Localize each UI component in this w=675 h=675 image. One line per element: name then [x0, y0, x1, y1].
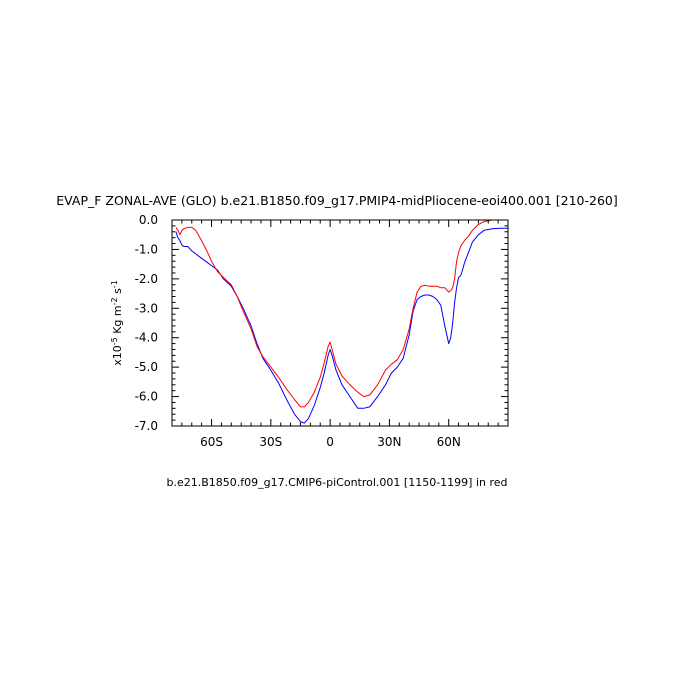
chart-subtitle: b.e21.B1850.f09_g17.CMIP6-piControl.001 …	[166, 476, 507, 489]
y-tick-label: -7.0	[135, 419, 158, 433]
series-line-2	[175, 219, 508, 408]
x-tick-label: 60S	[200, 435, 223, 449]
y-axis-label-prefix: x10	[111, 345, 124, 366]
y-tick-label: -4.0	[135, 331, 158, 345]
y-axis-label-exp: -5	[110, 337, 119, 345]
y-tick-label: 0.0	[139, 213, 158, 227]
y-tick-label: -2.0	[135, 272, 158, 286]
x-tick-label: 30S	[259, 435, 282, 449]
series-layer	[175, 219, 508, 424]
y-tick-label: -5.0	[135, 360, 158, 374]
y-axis-label: x10-5 Kg m-2 s-1	[110, 280, 125, 366]
y-axis-label-exp3: -1	[110, 280, 119, 288]
y-axis-label-unit1: Kg m	[111, 305, 124, 337]
x-tick-label: 0	[326, 435, 334, 449]
y-axis-label-exp2: -2	[110, 297, 119, 305]
y-tick-label: -6.0	[135, 390, 158, 404]
y-axis-label-unit2: s	[111, 288, 124, 297]
y-tick-label: -3.0	[135, 301, 158, 315]
axes-layer: 60S 30S 0 30N 60N 0.0 -1.0 -2.0 -3.0 -4.0 -5.0 -6.0…	[135, 213, 508, 449]
chart-title: EVAP_F ZONAL-AVE (GLO) b.e21.B1850.f09_g…	[56, 193, 617, 208]
x-tick-label: 60N	[437, 435, 461, 449]
x-tick-label: 30N	[377, 435, 401, 449]
y-tick-label: -1.0	[135, 242, 158, 256]
